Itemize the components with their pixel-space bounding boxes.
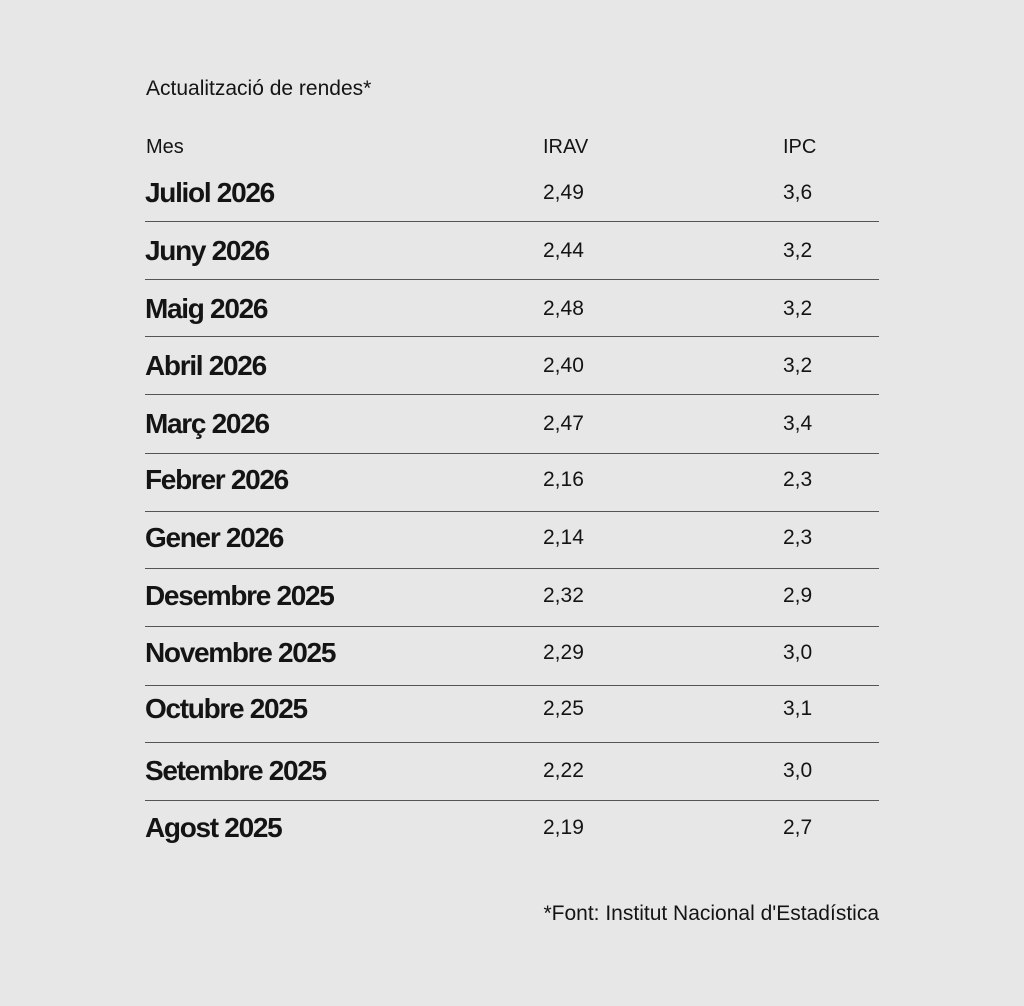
row-irav: 2,44 <box>543 239 584 262</box>
row-divider <box>145 394 879 395</box>
row-divider <box>145 685 879 686</box>
source-note: *Font: Institut Nacional d'Estadística <box>543 902 879 925</box>
row-divider <box>145 568 879 569</box>
row-irav: 2,19 <box>543 816 584 839</box>
row-irav: 2,32 <box>543 584 584 607</box>
row-mes: Març 2026 <box>145 408 270 439</box>
row-ipc: 2,7 <box>783 816 813 839</box>
row-irav: 2,22 <box>543 759 584 782</box>
row-ipc: 2,9 <box>783 584 813 607</box>
table-row: Gener 2026 2,14 2,3 <box>0 518 1024 558</box>
row-irav: 2,48 <box>543 297 584 320</box>
row-ipc: 3,0 <box>783 759 813 782</box>
row-mes: Novembre 2025 <box>145 637 336 668</box>
row-irav: 2,40 <box>543 354 584 377</box>
table-row: Desembre 2025 2,32 2,9 <box>0 576 1024 616</box>
row-irav: 2,29 <box>543 641 584 664</box>
table-row: Setembre 2025 2,22 3,0 <box>0 751 1024 791</box>
row-ipc: 3,2 <box>783 354 813 377</box>
row-divider <box>145 742 879 743</box>
row-mes: Gener 2026 <box>145 522 284 553</box>
row-divider <box>145 626 879 627</box>
row-ipc: 2,3 <box>783 468 813 491</box>
row-divider <box>145 511 879 512</box>
table-row: Març 2026 2,47 3,4 <box>0 404 1024 444</box>
table-row: Octubre 2025 2,25 3,1 <box>0 689 1024 729</box>
row-mes: Maig 2026 <box>145 293 268 324</box>
row-divider <box>145 800 879 801</box>
table-row: Novembre 2025 2,29 3,0 <box>0 633 1024 673</box>
column-header-mes: Mes <box>146 136 184 158</box>
row-divider <box>145 279 879 280</box>
table-row: Abril 2026 2,40 3,2 <box>0 346 1024 386</box>
row-ipc: 3,6 <box>783 181 813 204</box>
table-row: Febrer 2026 2,16 2,3 <box>0 460 1024 500</box>
row-divider <box>145 221 879 222</box>
row-ipc: 2,3 <box>783 526 813 549</box>
table-row: Maig 2026 2,48 3,2 <box>0 289 1024 329</box>
row-mes: Juny 2026 <box>145 235 270 266</box>
row-mes: Octubre 2025 <box>145 693 308 724</box>
row-irav: 2,14 <box>543 526 584 549</box>
row-ipc: 3,2 <box>783 297 813 320</box>
row-divider <box>145 453 879 454</box>
row-ipc: 3,2 <box>783 239 813 262</box>
row-irav: 2,16 <box>543 468 584 491</box>
table-header: Mes IRAV IPC <box>0 133 1024 161</box>
row-irav: 2,25 <box>543 697 584 720</box>
table-title: Actualització de rendes* <box>146 77 372 100</box>
column-header-ipc: IPC <box>783 136 817 158</box>
row-mes: Desembre 2025 <box>145 580 335 611</box>
row-ipc: 3,0 <box>783 641 813 664</box>
row-mes: Juliol 2026 <box>145 177 275 208</box>
row-irav: 2,47 <box>543 412 584 435</box>
row-ipc: 3,4 <box>783 412 813 435</box>
row-mes: Abril 2026 <box>145 350 267 381</box>
row-irav: 2,49 <box>543 181 584 204</box>
row-mes: Agost 2025 <box>145 812 283 843</box>
table-row: Juliol 2026 2,49 3,6 <box>0 173 1024 213</box>
table-row: Agost 2025 2,19 2,7 <box>0 808 1024 848</box>
row-mes: Setembre 2025 <box>145 755 327 786</box>
table-row: Juny 2026 2,44 3,2 <box>0 231 1024 271</box>
column-header-irav: IRAV <box>543 136 589 158</box>
row-mes: Febrer 2026 <box>145 464 289 495</box>
row-divider <box>145 336 879 337</box>
row-ipc: 3,1 <box>783 697 813 720</box>
